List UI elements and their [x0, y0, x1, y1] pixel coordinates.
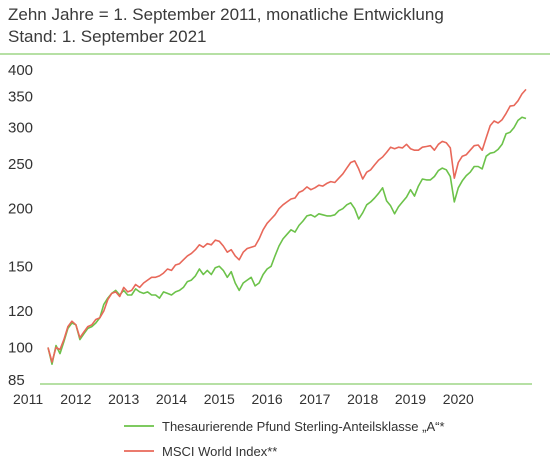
x-tick-label: 2013 — [108, 391, 139, 407]
x-tick-label: 2011 — [13, 391, 43, 407]
legend-label-index: MSCI World Index** — [162, 444, 277, 459]
y-tick-label: 150 — [8, 258, 33, 275]
y-tick-label: 300 — [8, 120, 33, 137]
series-line-index — [47, 88, 527, 363]
x-tick-label: 2014 — [156, 391, 187, 407]
y-tick-label: 400 — [8, 62, 33, 79]
x-tick-label: 2017 — [299, 391, 330, 407]
x-tick-label: 2015 — [204, 391, 235, 407]
y-tick-label: 100 — [8, 339, 33, 356]
legend-label-fund: Thesaurierende Pfund Sterling-Anteilskla… — [162, 419, 445, 434]
chart-title: Zehn Jahre = 1. September 2011, monatlic… — [8, 5, 444, 24]
y-tick-label: 350 — [8, 89, 33, 106]
x-tick-label: 2016 — [252, 391, 283, 407]
x-tick-label: 2018 — [347, 391, 378, 407]
series-line-fund — [47, 116, 527, 365]
x-tick-label: 2020 — [443, 391, 474, 407]
y-tick-label: 120 — [8, 303, 33, 320]
chart-subtitle: Stand: 1. September 2021 — [8, 27, 207, 46]
y-tick-label: 250 — [8, 156, 33, 173]
y-tick-label: 200 — [8, 201, 33, 218]
x-tick-label: 2019 — [395, 391, 426, 407]
y-tick-label: 85 — [8, 372, 25, 389]
x-tick-label: 2012 — [60, 391, 91, 407]
